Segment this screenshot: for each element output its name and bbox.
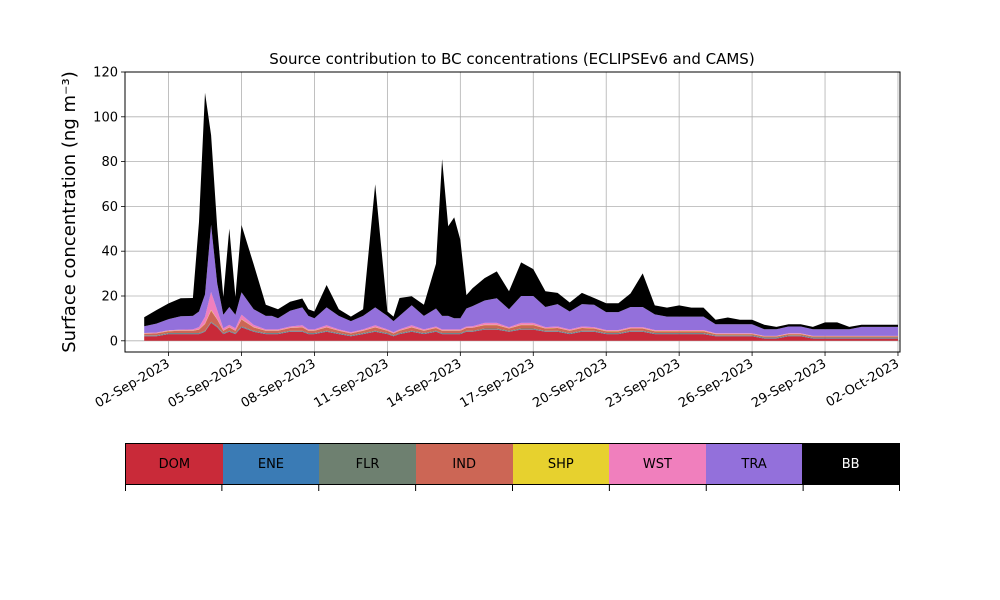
y-tick-label: 40 [101,245,118,260]
x-tick-label: 20-Sep-2023 [530,356,610,411]
x-axis: 02-Sep-202305-Sep-202308-Sep-202311-Sep-… [93,352,902,411]
x-tick-label: 14-Sep-2023 [385,356,465,411]
x-tick-label: 11-Sep-2023 [312,356,392,411]
legend-item-bb: BB [802,444,899,484]
area-ind [144,310,898,338]
legend-item-flr: FLR [319,444,416,484]
area-tra [144,224,898,336]
x-tick-label: 29-Sep-2023 [749,356,829,411]
legend-item-wst: WST [609,444,706,484]
x-tick-label: 05-Sep-2023 [166,356,246,411]
y-tick-label: 20 [101,290,118,305]
stacked-areas [144,92,898,341]
x-tick-label: 26-Sep-2023 [676,356,756,411]
legend: DOM ENE FLR IND SHP WST TRA BB [125,443,900,485]
plot-frame [124,71,901,353]
x-tick-label: 23-Sep-2023 [603,356,683,411]
y-axis-label: Surface concentration (ng m⁻³) [59,71,80,353]
y-tick-label: 60 [101,200,118,215]
y-tick-label: 0 [110,334,118,349]
legend-item-ind: IND [415,444,513,484]
y-tick-label: 120 [93,66,118,81]
x-tick-label: 08-Sep-2023 [239,356,319,411]
y-tick-label: 100 [93,110,118,125]
x-tick-label: 02-Oct-2023 [824,356,902,410]
area-dom [144,322,898,341]
legend-item-ene: ENE [222,444,320,484]
x-tick-label: 17-Sep-2023 [457,356,537,411]
x-tick-label: 02-Sep-2023 [93,356,173,411]
legend-ticks [125,485,900,491]
y-tick-label: 80 [101,155,118,170]
legend-item-shp: SHP [512,444,610,484]
chart-title: Source contribution to BC concentrations… [269,50,754,68]
legend-item-tra: TRA [705,444,803,484]
legend-item-dom: DOM [126,444,223,484]
y-axis: 0 20 40 60 80 100 120 [93,66,125,349]
area-bb [144,92,898,330]
